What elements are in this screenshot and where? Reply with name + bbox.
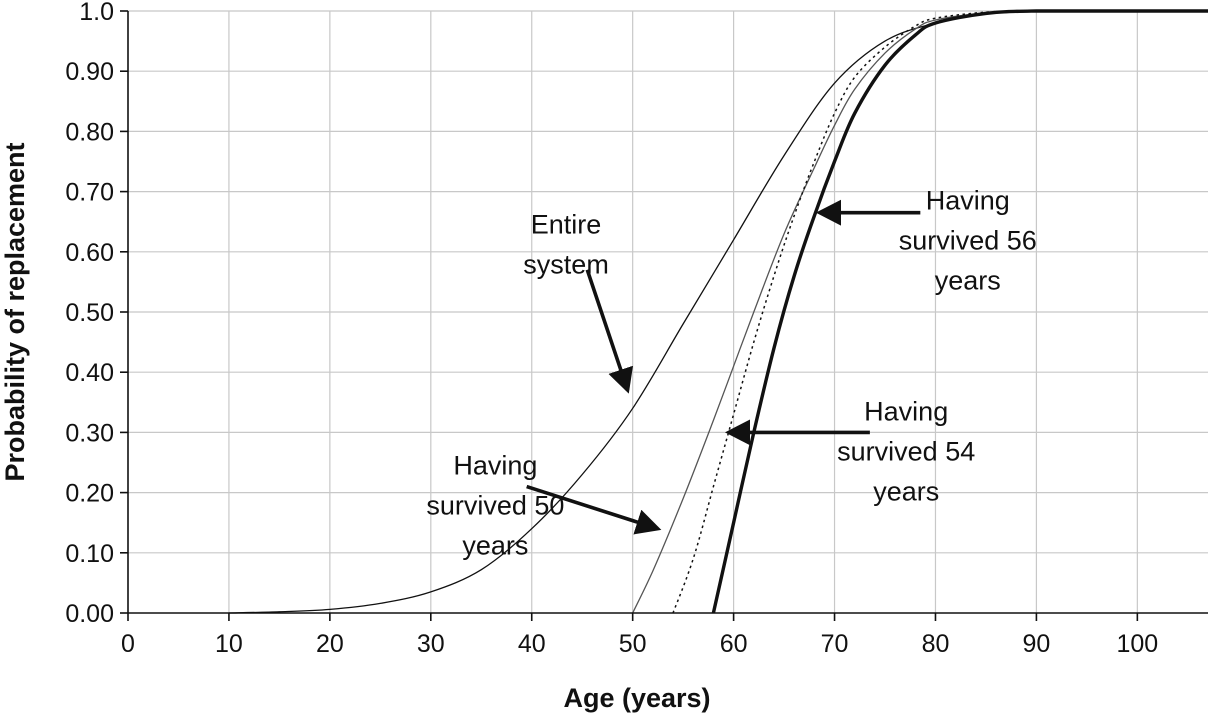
annotation-text: survived 54 (837, 436, 975, 466)
y-tick-label: 0.40 (65, 359, 114, 387)
y-tick-label: 0.20 (65, 480, 114, 508)
y-tick-label: 0.70 (65, 179, 114, 207)
annotation-text: Having (453, 451, 537, 481)
y-tick-label: 0.00 (65, 600, 114, 628)
annotation-text: Having (926, 186, 1010, 216)
annotation-text: survived 50 (426, 491, 564, 521)
x-tick-label: 100 (1116, 630, 1158, 658)
y-tick-label: 0.50 (65, 299, 114, 327)
annotation-arrow-1 (585, 269, 634, 394)
x-tick-label: 0 (121, 630, 135, 658)
y-axis-title: Probability of replacement (0, 142, 30, 481)
annotation-text: system (523, 250, 609, 280)
x-tick-label: 30 (417, 630, 445, 658)
y-tick-label: 0.60 (65, 239, 114, 267)
x-axis-title: Age (years) (563, 683, 710, 713)
x-tick-label: 90 (1023, 630, 1051, 658)
annotation-text: Entire (531, 210, 602, 240)
y-tick-labels: 0.00 0.10 0.20 0.30 0.40 0.50 0.60 0.70 0.80 0.90… (65, 0, 114, 628)
annotation-text: years (873, 476, 939, 506)
y-tick-label: 0.80 (65, 118, 114, 146)
x-tick-label: 40 (518, 630, 546, 658)
x-tick-label: 10 (215, 630, 243, 658)
x-tick-label: 80 (922, 630, 950, 658)
x-tick-label: 70 (821, 630, 849, 658)
annotations: Entire system Having survived 50 years Having… (426, 186, 1036, 561)
annotation-text: years (935, 266, 1001, 296)
y-tick-label: 1.0 (79, 0, 114, 26)
y-tick-label: 0.10 (65, 540, 114, 568)
y-tick-label: 0.30 (65, 419, 114, 447)
annotation-arrow-2 (526, 484, 662, 535)
y-tick-label: 0.90 (65, 58, 114, 86)
annotation-text: survived 56 (899, 226, 1037, 256)
x-tick-label: 50 (619, 630, 647, 658)
gridlines (128, 10, 1208, 613)
annotation-text: years (462, 531, 528, 561)
x-tick-label: 20 (316, 630, 344, 658)
annotation-text: Having (864, 396, 948, 426)
x-tick-labels: 0 10 20 30 40 50 60 70 80 90 100 (121, 630, 1158, 658)
axes (120, 10, 1208, 621)
x-tick-label: 60 (720, 630, 748, 658)
